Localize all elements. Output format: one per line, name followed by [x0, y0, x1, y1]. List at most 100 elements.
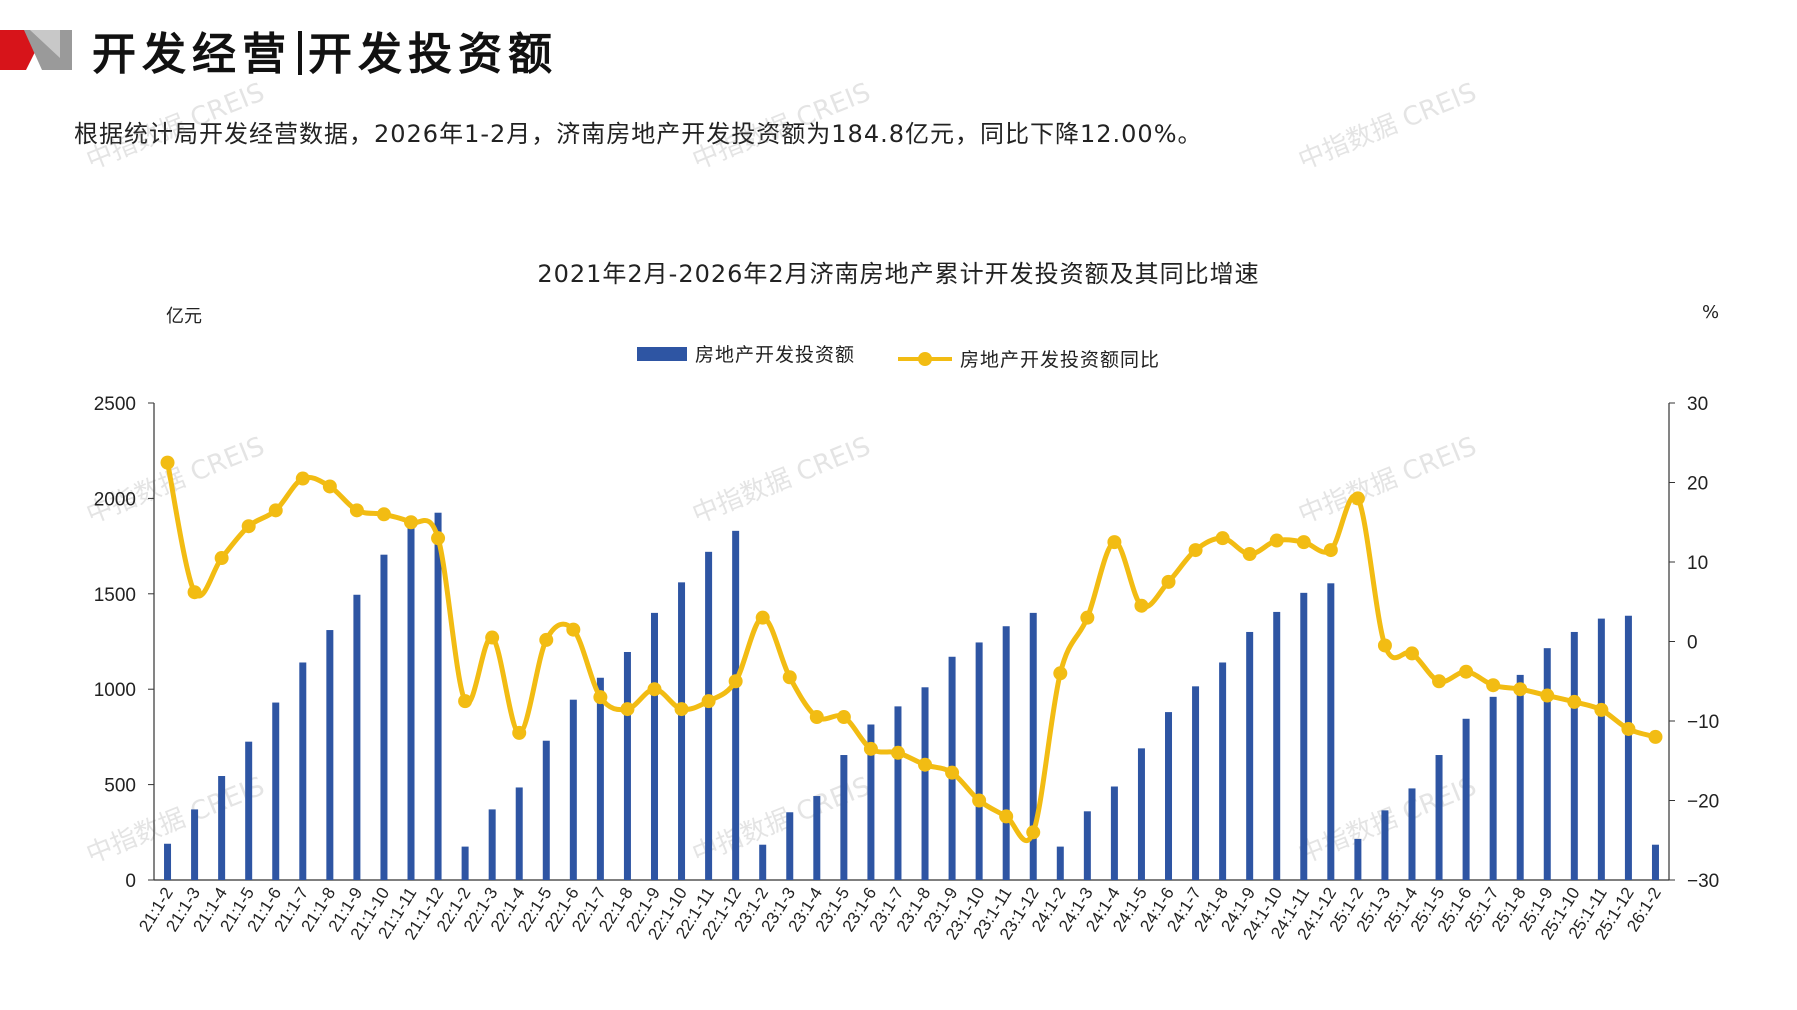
logo-red-shape — [0, 30, 36, 70]
bar-investment — [461, 846, 469, 880]
bar-investment — [623, 651, 631, 880]
yoy-growth-point — [1161, 574, 1176, 589]
yoy-growth-point — [160, 455, 175, 470]
bar-investment — [1029, 612, 1037, 880]
yoy-growth-point — [1296, 535, 1311, 550]
yoy-growth-point — [1242, 547, 1257, 562]
yoy-growth-point — [1486, 678, 1501, 693]
right-axis-tick-label: −10 — [1687, 712, 1719, 733]
bar-investment — [299, 662, 307, 880]
bar-investment — [353, 594, 361, 880]
bar-investment — [1543, 648, 1551, 880]
bar-investment — [164, 843, 172, 880]
yoy-growth-point — [566, 622, 581, 637]
yoy-growth-point — [295, 471, 310, 486]
bar-investment — [1056, 846, 1064, 880]
yoy-growth-point — [890, 745, 905, 760]
left-axis-tick-label: 2000 — [94, 489, 136, 510]
yoy-growth-point — [268, 503, 283, 518]
yoy-growth-point — [620, 702, 635, 717]
bar-investment — [1002, 626, 1010, 880]
yoy-growth-point — [972, 793, 987, 808]
bar-investment — [1624, 615, 1632, 880]
bar-investment — [1327, 583, 1335, 880]
bar-investment — [515, 787, 523, 880]
left-axis-unit: 亿元 — [166, 306, 202, 327]
bar-investment — [1462, 718, 1470, 880]
yoy-growth-point — [674, 702, 689, 717]
bar-investment — [326, 630, 334, 880]
page-title-right: 开发投资额 — [308, 29, 558, 80]
bar-investment — [1137, 748, 1145, 880]
bar-investment — [1083, 811, 1091, 880]
yoy-growth-point — [1404, 646, 1419, 661]
bar-investment — [813, 796, 821, 880]
yoy-growth-point — [214, 551, 229, 566]
left-axis-tick-label: 2500 — [94, 394, 136, 415]
bar-investment — [759, 844, 767, 880]
yoy-growth-point — [539, 632, 554, 647]
bar-investment — [1597, 618, 1605, 880]
right-axis-tick-label: −30 — [1687, 871, 1719, 892]
bar-investment — [569, 699, 577, 880]
yoy-growth-point — [728, 674, 743, 689]
yoy-growth-point — [241, 519, 256, 534]
bar-investment — [1651, 844, 1659, 880]
bar-investment — [1570, 631, 1578, 880]
left-axis-tick-label: 500 — [104, 776, 136, 797]
bar-investment — [1273, 611, 1281, 880]
left-axis-tick-label: 1000 — [94, 680, 136, 701]
yoy-growth-point — [809, 710, 824, 725]
bar-investment — [650, 612, 658, 880]
bar-investment — [1165, 712, 1173, 880]
yoy-growth-point — [512, 725, 527, 740]
legend-label-bar: 房地产开发投资额 — [694, 344, 855, 366]
bar-investment — [272, 702, 280, 880]
right-axis-tick-label: 10 — [1687, 553, 1708, 574]
yoy-growth-point — [458, 694, 473, 709]
yoy-growth-point — [1188, 543, 1203, 558]
yoy-growth-line — [165, 462, 1657, 844]
bar-investment — [1246, 631, 1254, 880]
brand-logo — [0, 30, 72, 70]
bar-investment — [542, 740, 550, 880]
legend-item-bar: 房地产开发投资额 — [636, 340, 855, 367]
yoy-growth-point — [376, 507, 391, 522]
chart-legend: 房地产开发投资额 房地产开发投资额同比 — [0, 340, 1797, 372]
bar-investment — [867, 724, 875, 880]
legend-item-line: 房地产开发投资额同比 — [898, 345, 1160, 372]
yoy-growth-point — [1567, 694, 1582, 709]
yoy-growth-point — [1540, 688, 1555, 703]
bar-investment — [380, 554, 388, 880]
bar-investment — [245, 741, 253, 880]
bar-investment — [191, 809, 199, 880]
yoy-growth-point — [1215, 531, 1230, 546]
yoy-growth-point — [1134, 598, 1149, 613]
yoy-growth-point — [755, 610, 770, 625]
right-axis-tick-label: −20 — [1687, 792, 1719, 813]
yoy-growth-point — [647, 682, 662, 697]
left-axis-tick-label: 0 — [125, 871, 136, 892]
bar-investment — [1408, 788, 1416, 880]
bar-investment — [840, 755, 848, 880]
yoy-growth-point — [836, 710, 851, 725]
yoy-growth-point — [1080, 610, 1095, 625]
yoy-growth-point — [1377, 638, 1392, 653]
bar-investment — [596, 677, 604, 880]
page-title-left: 开发经营 — [92, 29, 292, 80]
yoy-growth-point — [1350, 491, 1365, 506]
legend-swatch-bar — [636, 346, 687, 361]
yoy-growth-point — [999, 809, 1014, 824]
bar-investment — [705, 551, 713, 880]
yoy-growth-point — [322, 479, 337, 494]
left-axis-tick-label: 1500 — [94, 585, 136, 606]
yoy-growth-point — [1053, 666, 1068, 681]
bar-investment — [732, 530, 740, 880]
bar-investment — [1489, 696, 1497, 880]
yoy-growth-point — [431, 531, 446, 546]
yoy-growth-point — [863, 741, 878, 756]
bar-investment — [1516, 674, 1524, 880]
bar-investment — [1381, 810, 1389, 880]
chart-title: 2021年2月-2026年2月济南房地产累计开发投资额及其同比增速 — [537, 260, 1260, 288]
